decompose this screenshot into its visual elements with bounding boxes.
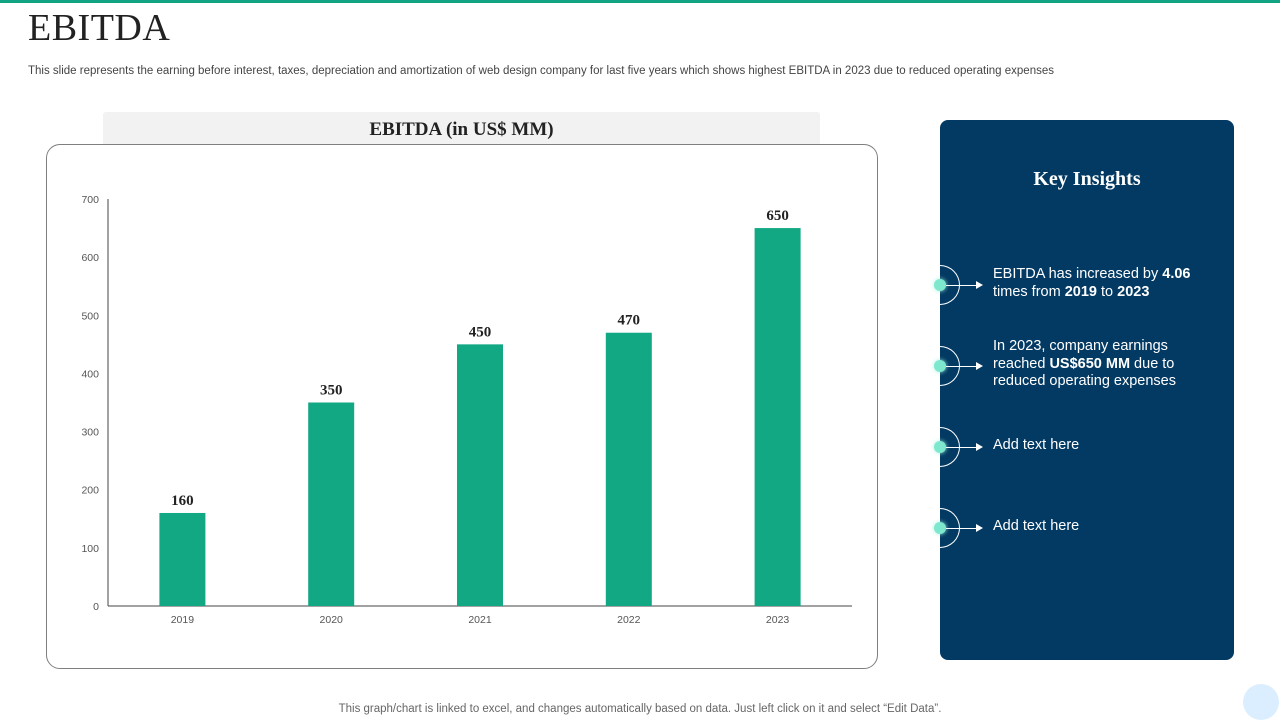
x-tick-label: 2019 (171, 614, 195, 626)
x-tick-label: 2021 (468, 614, 492, 626)
insight-item: Add text here (920, 427, 1240, 487)
y-tick-label: 300 (81, 427, 99, 439)
key-insights-panel (940, 120, 1234, 660)
bar (159, 512, 206, 606)
chart-frame[interactable]: 0 100 200 300 400 500 600 700 160 2019 350 2020 450 2… (46, 144, 878, 669)
y-tick-label: 400 (81, 368, 99, 380)
connector-line (946, 365, 978, 367)
data-label: 450 (469, 324, 492, 340)
y-tick-label: 100 (81, 543, 99, 555)
insight-item: EBITDA has increased by 4.06 times from … (920, 265, 1240, 325)
arrow-right-icon (976, 443, 983, 451)
insight-item: Add text here (920, 508, 1240, 568)
footer-note: This graph/chart is linked to excel, and… (338, 703, 942, 715)
bullet-dot-icon (934, 360, 946, 372)
insight-text[interactable]: EBITDA has increased by 4.06 times from … (993, 266, 1191, 300)
x-tick-label: 2023 (766, 614, 790, 626)
bullet-dot-icon (934, 522, 946, 534)
page-subtitle: This slide represents the earning before… (28, 65, 1054, 77)
bullet-dot-icon (934, 279, 946, 291)
bar (308, 402, 355, 606)
bar (754, 228, 801, 607)
x-tick-label: 2020 (320, 614, 344, 626)
y-tick-label: 700 (81, 194, 99, 206)
y-tick-label: 200 (81, 485, 99, 497)
arrow-right-icon (976, 281, 983, 289)
bar (457, 344, 503, 606)
y-tick-label: 600 (81, 252, 99, 264)
corner-decoration (1243, 684, 1279, 720)
connector-line (946, 446, 978, 448)
x-tick-label: 2022 (617, 614, 641, 626)
bar-chart[interactable]: 0 100 200 300 400 500 600 700 160 2019 350 2020 450 2… (47, 145, 877, 668)
insight-text[interactable]: In 2023, company earnings reached US$650… (993, 338, 1176, 389)
arrow-right-icon (976, 524, 983, 532)
connector-line (946, 284, 978, 286)
data-label: 160 (171, 493, 194, 509)
data-label: 350 (320, 383, 343, 399)
top-accent-rule (0, 0, 1280, 3)
data-label: 650 (766, 208, 789, 224)
bullet-dot-icon (934, 441, 946, 453)
chart-title: EBITDA (in US$ MM) (369, 119, 554, 140)
y-tick-label: 0 (93, 601, 99, 613)
insight-text[interactable]: Add text here (993, 518, 1080, 534)
key-insights-title: Key Insights (1033, 168, 1141, 190)
bar (605, 332, 652, 606)
connector-line (946, 527, 978, 529)
arrow-right-icon (976, 362, 983, 370)
insight-text[interactable]: Add text here (993, 437, 1080, 453)
chart-title-bar: EBITDA (in US$ MM) (103, 112, 820, 148)
y-tick-label: 500 (81, 310, 99, 322)
page-title: EBITDA (28, 7, 171, 49)
data-label: 470 (618, 313, 641, 329)
insight-item: In 2023, company earnings reached US$650… (920, 338, 1240, 406)
